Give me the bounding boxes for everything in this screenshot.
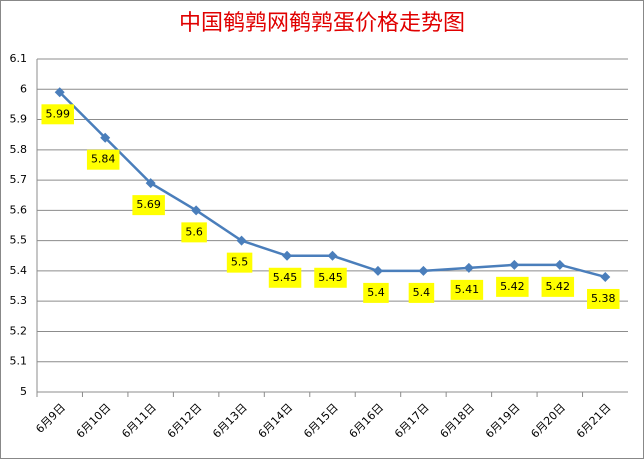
data-label: 5.41 <box>455 283 480 296</box>
marker <box>54 87 65 98</box>
data-label-bg <box>541 276 575 297</box>
marker <box>418 265 429 276</box>
data-label-bg <box>363 282 389 303</box>
marker <box>191 205 202 216</box>
data-label-bg <box>314 267 347 288</box>
data-label-bg <box>181 222 207 243</box>
data-label-bg <box>408 282 435 303</box>
y-tick-label: 5.9 <box>10 113 28 126</box>
y-tick-label: 5.7 <box>10 173 28 186</box>
y-tick-label: 6.1 <box>10 52 28 65</box>
data-label: 5.6 <box>185 225 203 238</box>
data-label-bg <box>86 149 120 170</box>
y-tick-label: 5.1 <box>10 355 28 368</box>
data-label: 5.38 <box>591 292 616 305</box>
y-tick-label: 5.5 <box>10 234 28 247</box>
y-tick-label: 5.4 <box>10 264 28 277</box>
marker <box>600 271 611 282</box>
data-label: 5.4 <box>367 286 385 299</box>
chart-title: 中国鹌鹑网鹌鹑蛋价格走势图 <box>179 11 465 36</box>
marker <box>236 235 247 246</box>
data-label: 5.42 <box>500 280 525 293</box>
data-label: 5.42 <box>546 280 571 293</box>
data-label: 5.4 <box>413 286 431 299</box>
data-label-bg <box>132 195 165 216</box>
y-tick-label: 5.3 <box>10 294 28 307</box>
marker <box>327 250 338 261</box>
marker <box>509 259 520 270</box>
data-label-bg <box>587 288 620 309</box>
marker <box>145 178 156 189</box>
data-label-bg <box>41 104 74 125</box>
data-label-bg <box>450 279 484 300</box>
y-tick-label: 5 <box>20 385 27 398</box>
data-label: 5.5 <box>231 256 249 269</box>
marker <box>100 132 111 143</box>
marker <box>282 250 293 261</box>
y-tick-label: 5.6 <box>10 203 28 216</box>
y-tick-label: 5.8 <box>10 143 28 156</box>
data-label: 5.69 <box>136 198 161 211</box>
marker <box>463 262 474 273</box>
data-label-bg <box>268 267 302 288</box>
data-label: 5.45 <box>318 271 343 284</box>
y-tick-label: 5.2 <box>10 324 28 337</box>
data-label-bg <box>226 252 253 273</box>
data-label: 5.45 <box>273 271 298 284</box>
data-label: 5.84 <box>91 153 116 166</box>
data-label-bg <box>496 276 529 297</box>
y-tick-label: 6 <box>20 82 27 95</box>
marker <box>554 259 565 270</box>
marker <box>372 265 383 276</box>
data-label: 5.99 <box>45 107 70 120</box>
